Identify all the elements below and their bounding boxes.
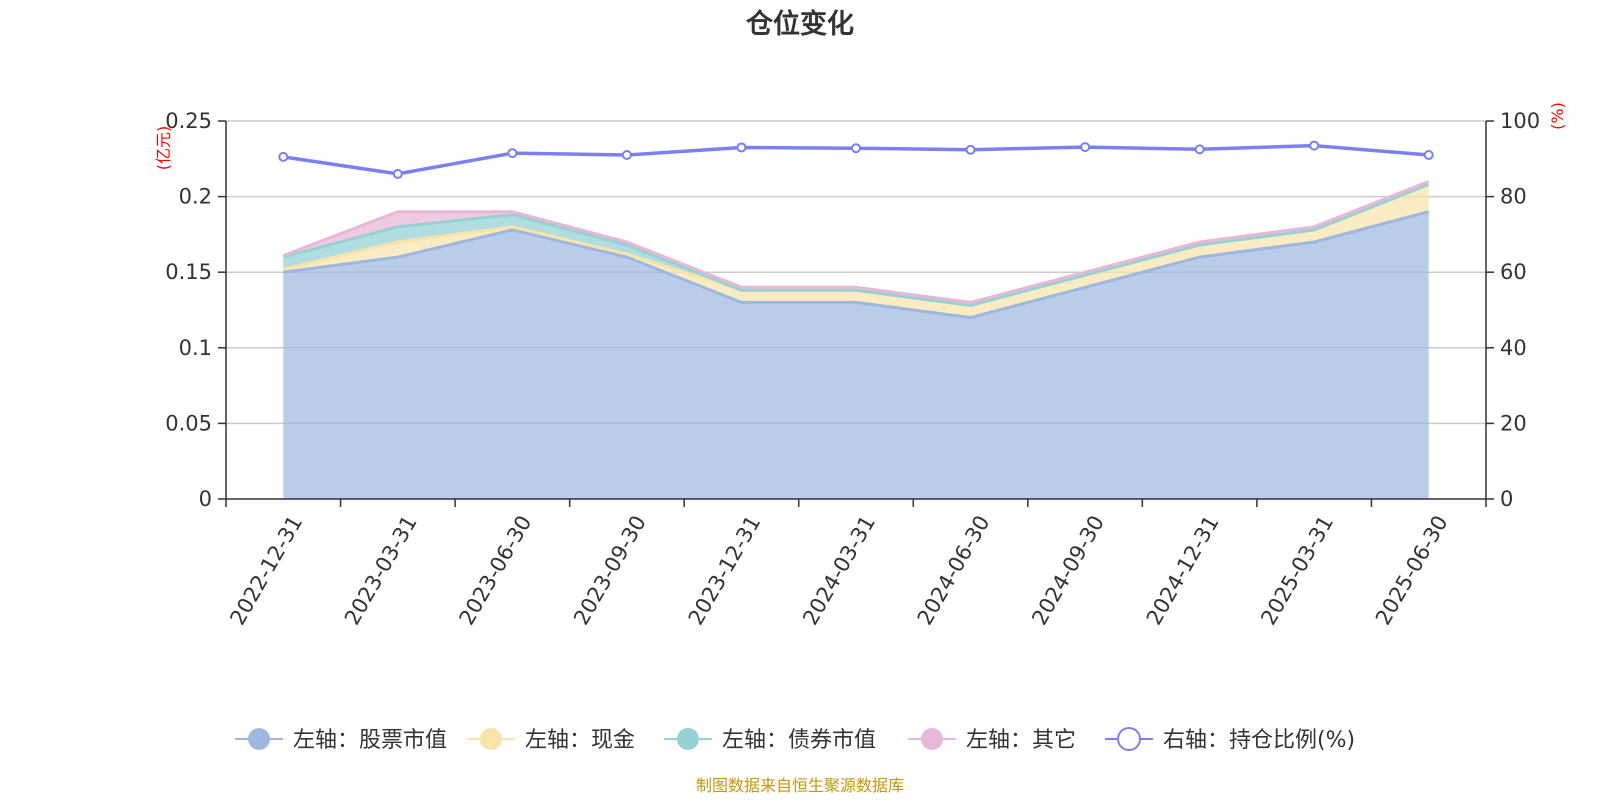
left-tick-label: 0.15 <box>165 260 212 284</box>
legend-marker-3 <box>921 728 943 750</box>
right-tick-label: 60 <box>1500 260 1527 284</box>
source-note: 制图数据来自恒生聚源数据库 <box>696 776 904 795</box>
left-tick-label: 0 <box>199 487 212 511</box>
x-tick-label: 2023-12-31 <box>684 511 766 629</box>
legend-label-4: 右轴：持仓比例(%) <box>1163 728 1355 753</box>
x-tick-label: 2024-09-30 <box>1027 511 1109 629</box>
legend-label-3: 左轴：其它 <box>966 728 1076 753</box>
x-tick-label: 2023-09-30 <box>569 511 651 629</box>
stacked-areas <box>283 181 1429 499</box>
ratio-point <box>392 168 403 179</box>
left-tick-label: 0.25 <box>165 109 212 133</box>
x-tick-label: 2025-03-31 <box>1256 511 1338 629</box>
ratio-point <box>1423 150 1434 161</box>
legend-marker-1 <box>480 728 502 750</box>
ratio-point <box>736 142 747 153</box>
legend: 左轴：股票市值 左轴：现金 左轴：债券市值 左轴：其它 右轴：持仓比例(%) <box>235 727 1355 753</box>
x-tick-label: 2024-03-31 <box>798 511 880 629</box>
left-tick-label: 0.1 <box>179 336 212 360</box>
x-tick-label: 2024-12-31 <box>1142 511 1224 629</box>
ratio-point <box>278 151 289 162</box>
left-tick-label: 0.05 <box>165 411 212 435</box>
ratio-line-series <box>278 140 1434 179</box>
legend-marker-2 <box>677 728 699 750</box>
right-tick-label: 100 <box>1500 109 1540 133</box>
legend-label-1: 左轴：现金 <box>525 728 635 753</box>
ratio-point <box>965 144 976 155</box>
area-0 <box>283 211 1429 499</box>
x-tick-label: 2022-12-31 <box>225 511 307 629</box>
area-line-2 <box>282 183 1430 308</box>
legend-label-0: 左轴：股票市值 <box>293 728 447 753</box>
area-outlines <box>282 180 1430 320</box>
legend-marker-4 <box>1117 727 1141 751</box>
right-tick-label: 80 <box>1500 185 1527 209</box>
x-tick-label: 2024-06-30 <box>913 511 995 629</box>
ratio-point <box>1194 144 1205 155</box>
chart-title: 仓位变化 <box>745 8 854 40</box>
right-axis-unit: (%) <box>1548 102 1567 130</box>
legend-marker-0 <box>248 728 270 750</box>
left-tick-label: 0.2 <box>179 185 212 209</box>
ratio-point <box>621 150 632 161</box>
area-line-0 <box>283 210 1430 320</box>
ratio-point <box>507 148 518 159</box>
left-axis-unit: (亿元) <box>154 126 173 171</box>
area-line-3 <box>282 180 1430 304</box>
x-tick-label: 2023-06-30 <box>455 511 537 629</box>
x-tick-label: 2023-03-31 <box>340 511 422 629</box>
x-tick-label: 2025-06-30 <box>1371 511 1453 629</box>
right-tick-label: 40 <box>1500 336 1527 360</box>
right-tick-label: 20 <box>1500 411 1527 435</box>
right-tick-label: 0 <box>1500 487 1513 511</box>
ratio-point <box>851 143 861 154</box>
ratio-point <box>1080 142 1091 153</box>
ratio-point <box>1309 140 1320 151</box>
legend-label-2: 左轴：债券市值 <box>722 728 876 753</box>
